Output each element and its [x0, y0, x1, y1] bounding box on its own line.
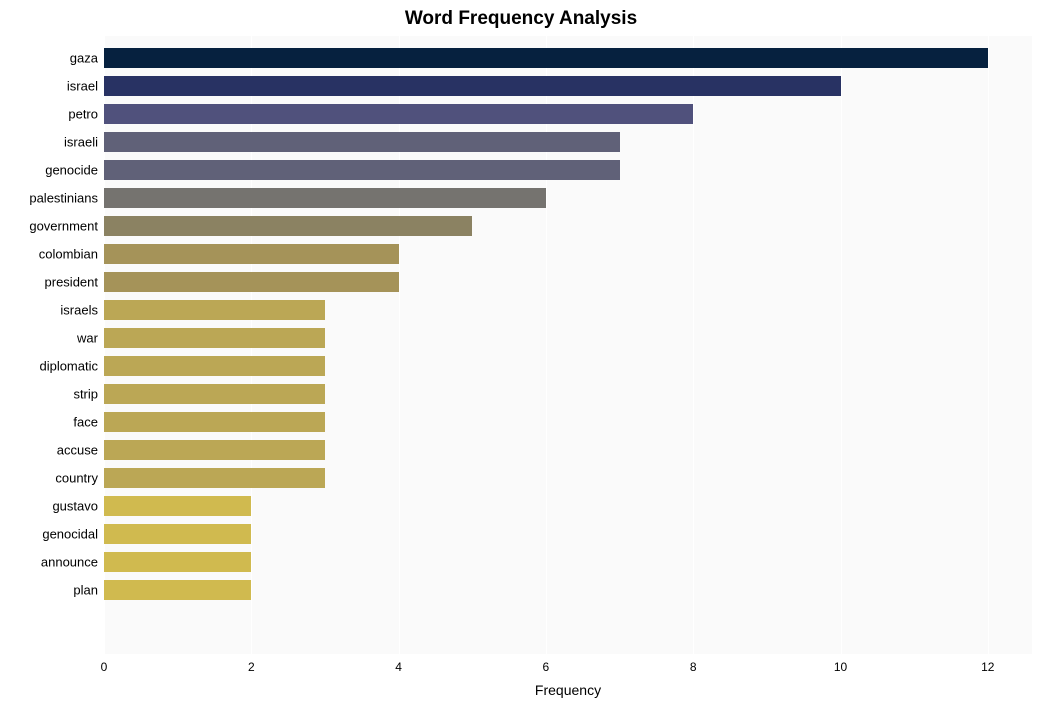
y-tick-label: colombian [39, 247, 98, 262]
bar [104, 132, 620, 152]
x-tick-label: 10 [834, 660, 847, 674]
y-tick-label: petro [68, 107, 98, 122]
bar [104, 160, 620, 180]
y-tick-label: plan [73, 583, 98, 598]
y-tick-label: gaza [70, 51, 98, 66]
bar [104, 104, 693, 124]
bar [104, 328, 325, 348]
x-axis-label: Frequency [104, 682, 1032, 698]
x-tick-label: 4 [395, 660, 402, 674]
bar [104, 188, 546, 208]
y-tick-label: israels [60, 303, 98, 318]
bar [104, 300, 325, 320]
x-tick-label: 8 [690, 660, 697, 674]
bar [104, 272, 399, 292]
y-tick-label: genocide [45, 163, 98, 178]
y-tick-label: face [73, 415, 98, 430]
gridline [693, 36, 694, 654]
x-tick-label: 12 [981, 660, 994, 674]
gridline [841, 36, 842, 654]
bar [104, 356, 325, 376]
y-tick-label: war [77, 331, 98, 346]
chart-title: Word Frequency Analysis [0, 8, 1042, 30]
chart-container: Word Frequency Analysis Frequency 0 2 4 6 8 1… [0, 0, 1042, 701]
y-tick-label: strip [73, 387, 98, 402]
bar [104, 384, 325, 404]
y-tick-label: israel [67, 79, 98, 94]
bar [104, 552, 251, 572]
bar [104, 48, 988, 68]
bar [104, 496, 251, 516]
bar [104, 580, 251, 600]
y-tick-label: announce [41, 555, 98, 570]
y-tick-label: diplomatic [39, 359, 98, 374]
bar [104, 244, 399, 264]
x-tick-label: 0 [101, 660, 108, 674]
y-tick-label: accuse [57, 443, 98, 458]
y-tick-label: country [55, 471, 98, 486]
y-tick-label: government [29, 219, 98, 234]
gridline [546, 36, 547, 654]
gridline [988, 36, 989, 654]
y-tick-label: genocidal [42, 527, 98, 542]
y-tick-label: palestinians [29, 191, 98, 206]
y-tick-label: gustavo [52, 499, 98, 514]
bar [104, 76, 841, 96]
x-tick-label: 2 [248, 660, 255, 674]
bar [104, 524, 251, 544]
y-tick-label: israeli [64, 135, 98, 150]
gridline [399, 36, 400, 654]
bar [104, 216, 472, 236]
bar [104, 468, 325, 488]
bar [104, 412, 325, 432]
bar [104, 440, 325, 460]
plot-area [104, 36, 1032, 654]
x-tick-label: 6 [543, 660, 550, 674]
y-tick-label: president [45, 275, 98, 290]
